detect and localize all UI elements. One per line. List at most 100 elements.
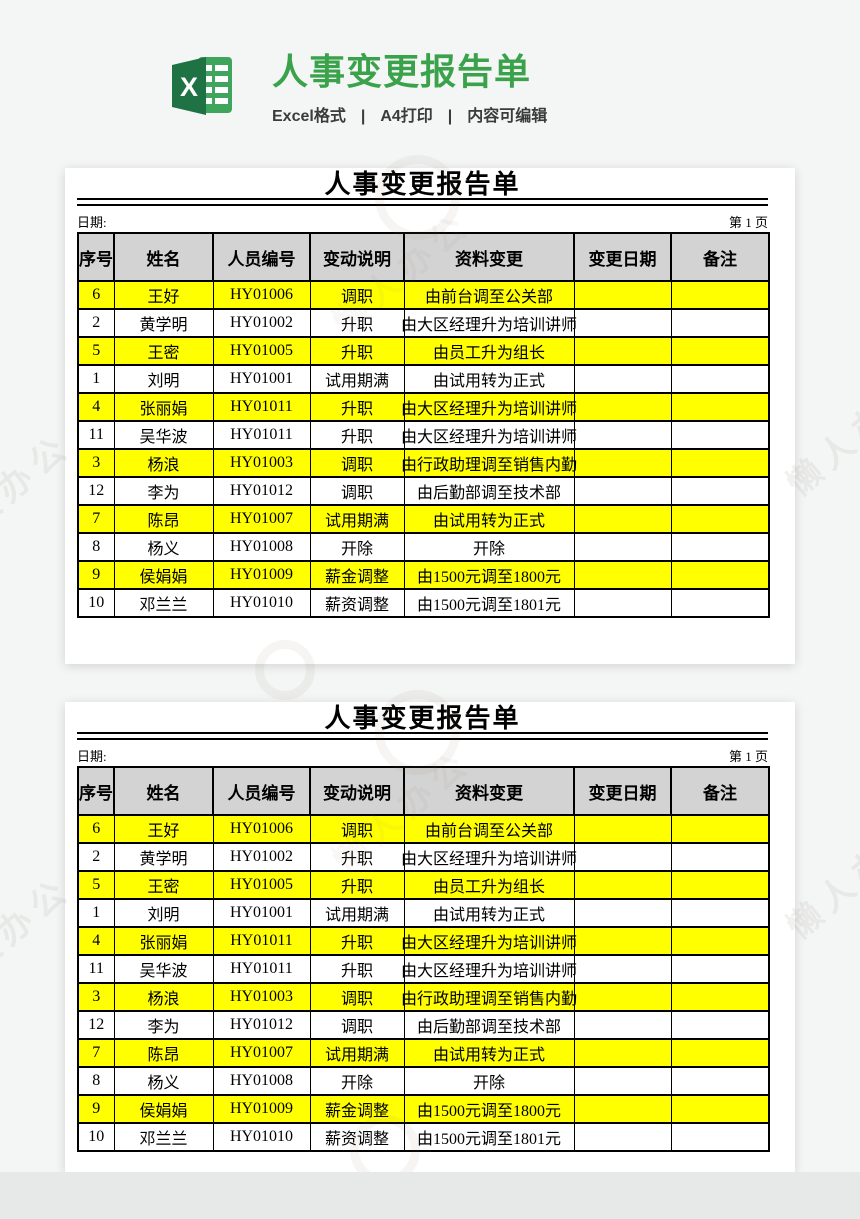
cell-no: 5 <box>77 336 115 366</box>
cell-change: 试用期满 <box>309 1038 405 1068</box>
report-title: 人事变更报告单 <box>324 170 521 199</box>
cell-note <box>670 364 770 394</box>
subtitle-separator: | <box>360 108 366 125</box>
cell-date <box>573 532 672 562</box>
cell-note <box>670 982 770 1012</box>
cell-detail: 由大区经理升为培训讲师 <box>401 954 577 984</box>
cell-note <box>670 1010 770 1040</box>
report-table-body: 6 王好 HY01006 调职 由前台调至公关部 2 黄学明 HY01002 升职 由大区经理升为… <box>77 814 770 1152</box>
cell-date <box>573 814 672 844</box>
cell-code: HY01003 <box>212 448 311 478</box>
cell-code: HY01002 <box>212 842 311 872</box>
cell-detail: 开除 <box>403 1066 575 1096</box>
cell-date <box>573 926 672 956</box>
cell-code: HY01006 <box>212 814 311 844</box>
cell-detail: 由大区经理升为培训讲师 <box>401 842 577 872</box>
cell-date <box>573 842 672 872</box>
cell-change: 试用期满 <box>309 898 405 928</box>
brand-header: X 人事变更报告单 Excel格式 | A4打印 | 内容可编辑 <box>170 52 547 126</box>
cell-note <box>670 870 770 900</box>
cell-no: 1 <box>77 364 115 394</box>
table-row: 12 李为 HY01012 调职 由后勤部调至技术部 <box>77 1010 770 1040</box>
table-row: 4 张丽娟 HY01011 升职 由大区经理升为培训讲师 <box>77 926 770 956</box>
cell-code: HY01007 <box>212 504 311 534</box>
cell-change: 升职 <box>309 926 405 956</box>
title-double-rule-bottom <box>77 204 768 206</box>
cell-note <box>670 1122 770 1152</box>
cell-change: 调职 <box>309 448 405 478</box>
cell-note <box>670 532 770 562</box>
date-label: 日期: <box>77 215 107 230</box>
cell-change: 开除 <box>309 532 405 562</box>
cell-detail: 由后勤部调至技术部 <box>403 1010 575 1040</box>
cell-change: 薪金调整 <box>309 1094 405 1124</box>
cell-note <box>670 448 770 478</box>
cell-name: 张丽娟 <box>113 926 214 956</box>
cell-date <box>573 1066 672 1096</box>
col-header-date: 变更日期 <box>573 232 672 282</box>
subtitle-editable: 内容可编辑 <box>467 108 548 125</box>
table-row: 2 黄学明 HY01002 升职 由大区经理升为培训讲师 <box>77 842 770 872</box>
title-double-rule-bottom <box>77 738 768 740</box>
cell-note <box>670 1038 770 1068</box>
cell-detail: 由试用转为正式 <box>403 1038 575 1068</box>
cell-note <box>670 504 770 534</box>
cell-note <box>670 814 770 844</box>
col-header-date: 变更日期 <box>573 766 672 816</box>
table-row: 1 刘明 HY01001 试用期满 由试用转为正式 <box>77 898 770 928</box>
cell-detail: 由试用转为正式 <box>403 504 575 534</box>
cell-date <box>573 1038 672 1068</box>
col-header-code: 人员编号 <box>212 232 311 282</box>
meta-row: 日期: 第 1 页 <box>77 746 768 764</box>
cell-name: 陈昂 <box>113 504 214 534</box>
cell-no: 10 <box>77 1122 115 1152</box>
cell-date <box>573 560 672 590</box>
cell-code: HY01011 <box>212 420 311 450</box>
cell-note <box>670 420 770 450</box>
report-card-1: 人事变更报告单 日期: 第 1 页 序号 姓名 人员编号 变动说明 资料变更 变… <box>65 168 795 664</box>
cell-date <box>573 308 672 338</box>
cell-no: 8 <box>77 532 115 562</box>
cell-name: 侯娟娟 <box>113 560 214 590</box>
table-row: 8 杨义 HY01008 开除 开除 <box>77 532 770 562</box>
page-subtitle: Excel格式 | A4打印 | 内容可编辑 <box>272 102 547 126</box>
cell-note <box>670 926 770 956</box>
title-double-rule-top <box>77 732 768 734</box>
cell-code: HY01006 <box>212 280 311 310</box>
cell-code: HY01012 <box>212 1010 311 1040</box>
cell-change: 试用期满 <box>309 364 405 394</box>
table-row: 3 杨浪 HY01003 调职 由行政助理调至销售内勤 <box>77 448 770 478</box>
cell-change: 调职 <box>309 280 405 310</box>
col-header-no: 序号 <box>77 766 115 816</box>
cell-detail: 由1500元调至1801元 <box>403 1122 575 1152</box>
brand-text: 人事变更报告单 Excel格式 | A4打印 | 内容可编辑 <box>272 52 547 126</box>
cell-date <box>573 504 672 534</box>
cell-code: HY01001 <box>212 898 311 928</box>
cell-code: HY01007 <box>212 1038 311 1068</box>
cell-detail: 由前台调至公关部 <box>403 280 575 310</box>
cell-change: 调职 <box>309 476 405 506</box>
cell-change: 升职 <box>309 870 405 900</box>
report-table: 序号 姓名 人员编号 变动说明 资料变更 变更日期 备注 6 王好 HY01006 调… <box>77 766 770 1152</box>
cell-code: HY01012 <box>212 476 311 506</box>
report-table: 序号 姓名 人员编号 变动说明 资料变更 变更日期 备注 6 王好 HY01006 调… <box>77 232 770 618</box>
table-row: 10 邓兰兰 HY01010 薪资调整 由1500元调至1801元 <box>77 1122 770 1152</box>
cell-change: 调职 <box>309 982 405 1012</box>
excel-logo-icon: X <box>172 57 232 115</box>
cell-no: 4 <box>77 392 115 422</box>
table-row: 2 黄学明 HY01002 升职 由大区经理升为培训讲师 <box>77 308 770 338</box>
table-row: 4 张丽娟 HY01011 升职 由大区经理升为培训讲师 <box>77 392 770 422</box>
cell-date <box>573 1010 672 1040</box>
cell-no: 2 <box>77 308 115 338</box>
table-row: 9 侯娟娟 HY01009 薪金调整 由1500元调至1800元 <box>77 1094 770 1124</box>
cell-code: HY01003 <box>212 982 311 1012</box>
cell-date <box>573 476 672 506</box>
header-row: 序号 姓名 人员编号 变动说明 资料变更 变更日期 备注 <box>77 232 770 282</box>
cell-detail: 由试用转为正式 <box>403 898 575 928</box>
cell-note <box>670 954 770 984</box>
col-header-code: 人员编号 <box>212 766 311 816</box>
cell-name: 邓兰兰 <box>113 588 214 618</box>
table-row: 7 陈昂 HY01007 试用期满 由试用转为正式 <box>77 504 770 534</box>
table-row: 9 侯娟娟 HY01009 薪金调整 由1500元调至1800元 <box>77 560 770 590</box>
